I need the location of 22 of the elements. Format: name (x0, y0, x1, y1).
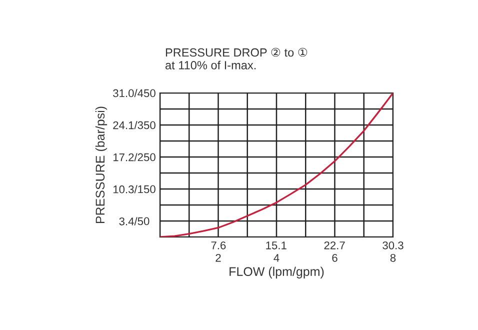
y-tick-label: 31.0/ (113, 88, 138, 98)
x-tick-label: 4 (274, 254, 280, 262)
y2-tick-label: 250 (138, 153, 156, 162)
y-tick-label: 10.3/ (113, 185, 138, 194)
y-tick-label: 17.2/ (113, 153, 138, 162)
y2-tick-label: 50 (138, 217, 150, 226)
y2-tick-label: 150 (138, 185, 156, 194)
y-tick-label: 24.1/ (113, 121, 138, 130)
x2-tick-label: 7.6 (211, 241, 226, 250)
x2-tick-label: 15.1 (266, 242, 286, 250)
x-tick-label: 2 (216, 254, 221, 262)
x2-tick-label: 30.3 (382, 241, 404, 250)
x-axis-title: FLOW (lpm/gpm) (230, 266, 324, 278)
x2-tick-label: 22.7 (324, 241, 345, 250)
y2-tick-label: 350 (138, 121, 156, 130)
y-axis-title: PRESSURE (bar/psi) (95, 106, 108, 224)
y-tick-label: 3.4/ (119, 217, 138, 226)
chart-title: PRESSURE DROP ② to ① at 110% of I-max. (166, 48, 308, 70)
line-series (160, 93, 393, 237)
x-tick-label: 8 (390, 254, 396, 262)
x-tick-label: 6 (332, 254, 338, 262)
y2-tick-label: 450 (138, 89, 156, 98)
